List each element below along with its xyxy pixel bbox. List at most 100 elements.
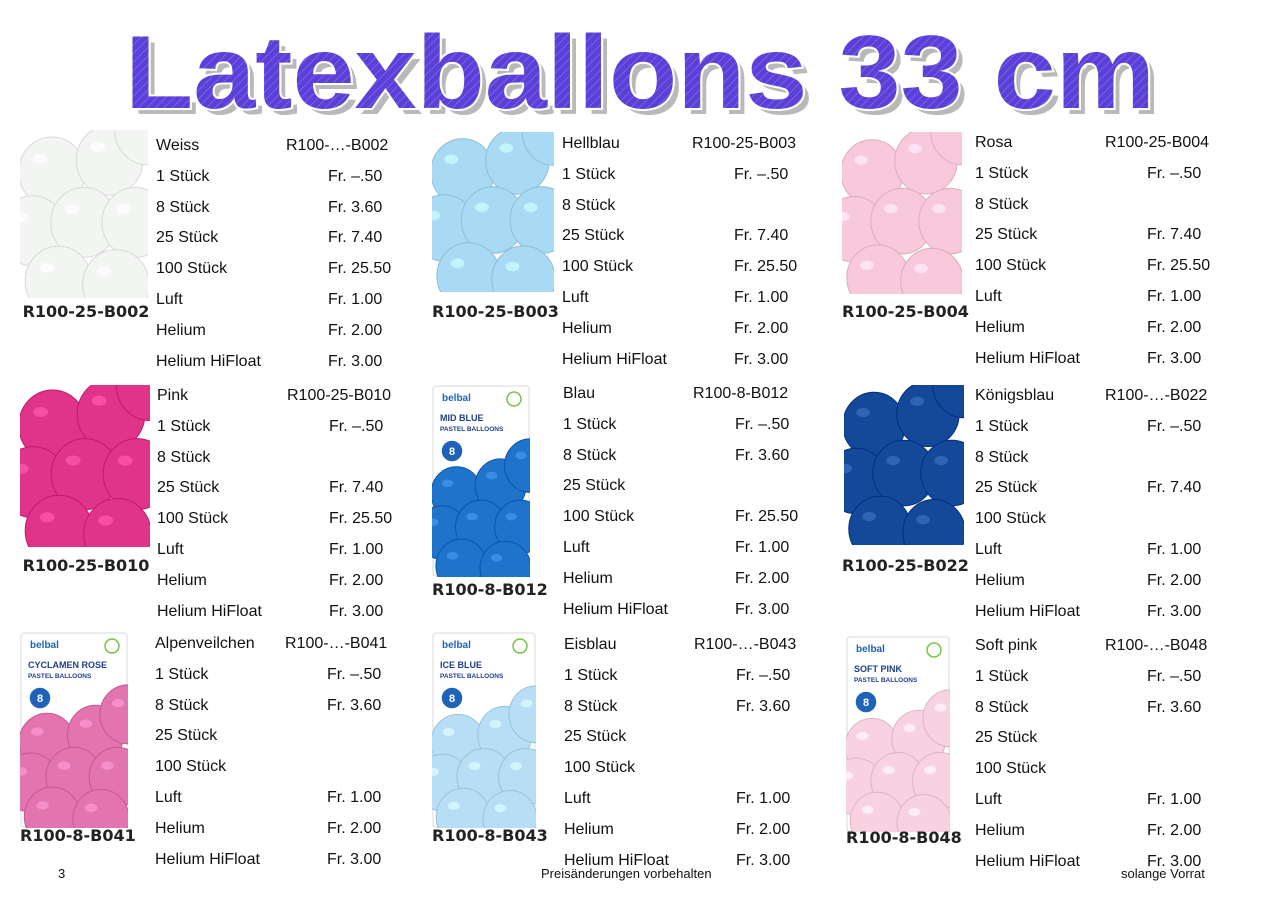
quantity-label: Helium xyxy=(975,571,1025,589)
quantity-label: 8 Stück xyxy=(975,448,1029,466)
quantity-label: 8 Stück xyxy=(157,448,211,466)
balloon-photo xyxy=(20,130,148,298)
price-value: Fr. 3.00 xyxy=(1147,602,1202,620)
quantity-label: Luft xyxy=(562,288,589,306)
quantity-label: 100 Stück xyxy=(157,510,229,528)
price-value: Fr. 7.40 xyxy=(329,479,384,497)
price-value: Fr. 25.50 xyxy=(329,510,393,528)
quantity-label: 25 Stück xyxy=(563,477,626,495)
package-count: 8 xyxy=(449,446,455,458)
price-value: Fr. 2.00 xyxy=(734,319,789,337)
quantity-label: Helium HiFloat xyxy=(975,852,1080,870)
image-code-label: R100-8-B048 xyxy=(846,828,962,847)
price-value: Fr. 2.00 xyxy=(328,321,383,339)
color-name: Soft pink xyxy=(975,637,1038,654)
product-code: R100-…-B048 xyxy=(1105,637,1208,654)
product-code: R100-…-B041 xyxy=(285,635,388,652)
quantity-label: 8 Stück xyxy=(563,446,617,464)
balloon-photo xyxy=(20,385,150,547)
quantity-label: 100 Stück xyxy=(562,258,634,276)
image-code-label: R100-25-B003 xyxy=(432,302,559,321)
quantity-label: Helium xyxy=(975,821,1025,839)
price-value: Fr. 7.40 xyxy=(328,229,383,247)
color-name: Weiss xyxy=(156,137,200,154)
price-value: Fr. 3.00 xyxy=(734,350,789,368)
quantity-label: Helium HiFloat xyxy=(563,600,668,618)
quantity-label: 1 Stück xyxy=(975,164,1029,182)
quantity-label: Helium HiFloat xyxy=(975,602,1080,620)
price-value: Fr. 1.00 xyxy=(1147,790,1202,808)
price-value: Fr. 25.50 xyxy=(1147,257,1211,275)
package-count: 8 xyxy=(37,693,43,705)
quantity-label: Helium xyxy=(562,319,612,337)
quantity-label: Luft xyxy=(975,540,1002,558)
title-text: Latexballons 33 cm xyxy=(125,15,1155,126)
product-code: R100-25-B003 xyxy=(692,135,797,152)
quantity-label: 25 Stück xyxy=(975,729,1038,747)
package-brand: belbal xyxy=(442,640,471,651)
price-value: Fr. –.50 xyxy=(736,666,791,684)
price-value: Fr. –.50 xyxy=(734,165,789,183)
balloon-photo: belbal CYCLAMEN ROSE PASTEL BALLOONS 8 xyxy=(20,632,128,828)
quantity-label: 25 Stück xyxy=(155,727,218,745)
image-code-label: R100-8-B041 xyxy=(20,826,136,845)
quantity-label: Luft xyxy=(564,789,591,807)
title-shadow: Latexballons 33 cm xyxy=(131,21,1161,126)
price-value: Fr. 3.60 xyxy=(327,696,382,714)
quantity-label: 100 Stück xyxy=(975,510,1047,528)
quantity-label: 1 Stück xyxy=(975,417,1029,435)
price-value: Fr. –.50 xyxy=(1147,164,1202,182)
price-value: Fr. 2.00 xyxy=(327,819,382,837)
color-name: Hellblau xyxy=(562,135,620,152)
quantity-label: Helium HiFloat xyxy=(155,850,260,868)
color-name: Blau xyxy=(563,385,596,402)
price-value: Fr. –.50 xyxy=(327,665,382,683)
price-value: Fr. 3.00 xyxy=(735,600,790,618)
color-name: Pink xyxy=(157,387,189,404)
quantity-label: 25 Stück xyxy=(156,229,219,247)
quantity-label: 25 Stück xyxy=(975,226,1038,244)
quantity-label: 8 Stück xyxy=(564,697,618,715)
quantity-label: 25 Stück xyxy=(562,227,625,245)
price-value: Fr. 2.00 xyxy=(1147,318,1202,336)
quantity-label: Helium xyxy=(155,819,205,837)
price-value: Fr. –.50 xyxy=(329,417,384,435)
quantity-label: 1 Stück xyxy=(155,665,209,683)
price-value: Fr. 3.00 xyxy=(1147,349,1202,367)
package-title: CYCLAMEN ROSE xyxy=(28,660,107,670)
price-value: Fr. 7.40 xyxy=(1147,226,1202,244)
price-value: Fr. 3.00 xyxy=(736,851,791,869)
image-code-label: R100-25-B022 xyxy=(842,556,969,575)
product-code: R100-8-B012 xyxy=(693,385,789,402)
quantity-label: Luft xyxy=(975,287,1002,305)
quantity-label: 100 Stück xyxy=(156,260,228,278)
quantity-label: 25 Stück xyxy=(975,479,1038,497)
package-subtitle: PASTEL BALLOONS xyxy=(854,677,918,684)
price-value: Fr. 3.00 xyxy=(329,602,384,620)
quantity-label: Helium HiFloat xyxy=(975,349,1080,367)
price-value: Fr. 3.00 xyxy=(327,850,382,868)
price-value: Fr. 1.00 xyxy=(1147,540,1202,558)
color-name: Eisblau xyxy=(564,636,617,653)
product-code: R100-25-B010 xyxy=(287,387,392,404)
package-title: SOFT PINK xyxy=(854,664,903,674)
price-value: Fr. 2.00 xyxy=(329,571,384,589)
image-code-label: R100-25-B002 xyxy=(22,302,150,321)
price-value: Fr. 3.60 xyxy=(736,697,791,715)
package-brand: belbal xyxy=(442,393,471,404)
quantity-label: 1 Stück xyxy=(156,167,210,185)
price-value: Fr. 1.00 xyxy=(736,789,791,807)
package-brand: belbal xyxy=(30,640,59,651)
quantity-label: Helium xyxy=(156,321,206,339)
quantity-label: 8 Stück xyxy=(975,698,1029,716)
price-value: Fr. 7.40 xyxy=(734,227,789,245)
price-value: Fr. –.50 xyxy=(1147,667,1202,685)
quantity-label: 8 Stück xyxy=(156,198,210,216)
package-subtitle: PASTEL BALLOONS xyxy=(440,426,504,433)
balloon-photo: belbal MID BLUE PASTEL BALLOONS 8 xyxy=(432,385,530,577)
product-code: R100-…-B022 xyxy=(1105,387,1208,404)
quantity-label: 25 Stück xyxy=(157,479,220,497)
product-code: R100-…-B002 xyxy=(286,137,389,154)
color-name: Königsblau xyxy=(975,387,1055,404)
quantity-label: Luft xyxy=(157,540,184,558)
